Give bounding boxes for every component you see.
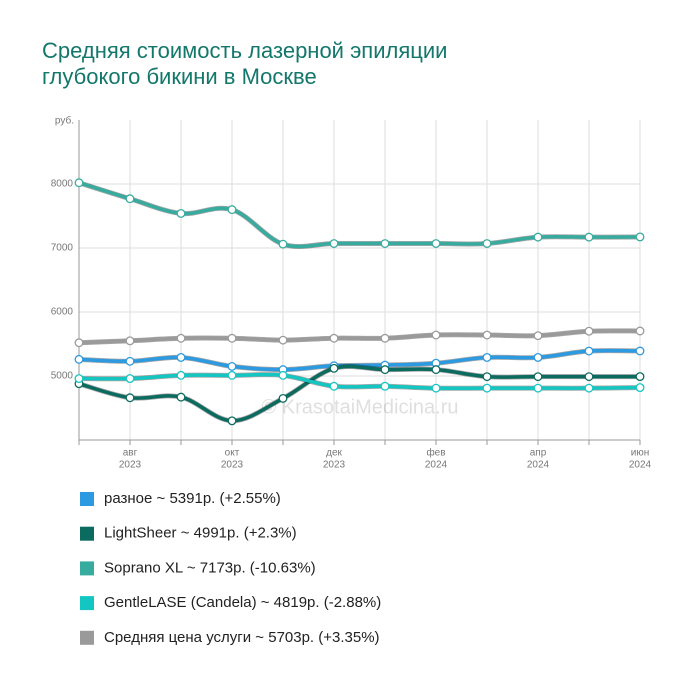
legend-label: GentleLASE (Candela) ~ 4819р. (-2.88%): [104, 594, 381, 611]
data-point: [380, 381, 390, 391]
data-point: [635, 232, 645, 242]
legend-swatch: [80, 630, 94, 645]
data-point: [533, 352, 543, 362]
legend-label: Soprano XL ~ 7173р. (-10.63%): [104, 559, 316, 576]
data-point: [278, 335, 288, 345]
data-point: [278, 393, 288, 403]
data-point: [533, 331, 543, 341]
data-point: [380, 239, 390, 248]
data-point: [584, 232, 594, 242]
data-point: [431, 383, 441, 393]
data-point: [482, 239, 492, 248]
legend-swatch: [80, 492, 94, 506]
x-tick-label: 2024: [527, 460, 550, 471]
data-point: [227, 333, 237, 343]
y-tick-label: 8000: [51, 179, 74, 190]
legend-label: разное ~ 5391р. (+2.55%): [104, 490, 281, 507]
data-point: [125, 356, 135, 366]
data-point: [380, 365, 390, 375]
legend-swatch: [80, 561, 94, 576]
x-tick-label: дек: [326, 448, 342, 459]
watermark: © KrasotaiMedicina.ru: [261, 396, 458, 418]
data-point: [278, 370, 288, 380]
data-point: [584, 346, 594, 356]
y-tick-label: 7000: [51, 243, 74, 254]
data-point: [482, 383, 492, 393]
data-point: [635, 383, 645, 393]
data-point: [329, 381, 339, 391]
data-point: [329, 363, 339, 373]
y-tick-label: 6000: [51, 307, 74, 318]
chart-title: глубокого бикини в Москве: [42, 64, 317, 89]
data-point: [533, 372, 543, 382]
data-point: [482, 372, 492, 382]
data-point: [533, 232, 543, 242]
x-tick-label: авг: [123, 448, 138, 459]
data-point: [329, 239, 339, 248]
data-point: [74, 338, 84, 348]
data-point: [74, 354, 84, 364]
data-point: [176, 392, 186, 402]
data-point: [227, 370, 237, 380]
data-point: [176, 370, 186, 380]
data-point: [635, 346, 645, 356]
data-point: [635, 372, 645, 382]
chart-title: Средняя стоимость лазерной эпиляции: [42, 38, 447, 63]
x-tick-label: апр: [530, 448, 547, 459]
data-point: [431, 239, 441, 248]
legend-swatch: [80, 526, 94, 541]
data-point: [482, 352, 492, 362]
data-point: [329, 333, 339, 343]
x-tick-label: 2023: [119, 460, 142, 471]
x-tick-label: 2024: [629, 460, 652, 471]
data-point: [635, 326, 645, 336]
y-axis-label: руб.: [55, 115, 74, 127]
data-point: [584, 383, 594, 393]
data-point: [227, 205, 237, 215]
data-point: [584, 372, 594, 382]
data-point: [584, 326, 594, 336]
x-tick-label: 2024: [425, 460, 448, 471]
data-point: [431, 365, 441, 375]
data-point: [125, 194, 135, 204]
x-tick-label: окт: [225, 448, 240, 459]
data-point: [74, 178, 84, 188]
data-point: [125, 393, 135, 403]
legend-label: Средняя цена услуги ~ 5703р. (+3.35%): [104, 629, 380, 646]
legend-label: LightSheer ~ 4991р. (+2.3%): [104, 525, 297, 542]
data-point: [380, 333, 390, 343]
data-point: [482, 330, 492, 340]
data-point: [278, 239, 288, 249]
data-point: [533, 383, 543, 393]
data-point: [227, 361, 237, 371]
data-point: [431, 330, 441, 340]
data-point: [227, 416, 237, 426]
data-point: [125, 374, 135, 384]
x-tick-label: фев: [426, 447, 445, 459]
x-tick-label: июн: [631, 448, 650, 459]
data-point: [125, 336, 135, 346]
data-point: [176, 352, 186, 362]
legend-swatch: [80, 596, 94, 611]
y-tick-label: 5000: [51, 371, 74, 382]
x-tick-label: 2023: [323, 460, 346, 471]
data-point: [176, 333, 186, 343]
data-point: [176, 208, 186, 218]
x-tick-label: 2023: [221, 460, 244, 471]
data-point: [74, 374, 84, 384]
series-line: [78, 181, 641, 249]
